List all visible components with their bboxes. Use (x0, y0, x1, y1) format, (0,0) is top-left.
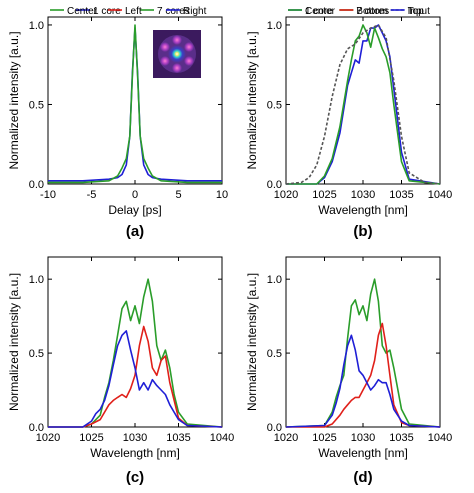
x-tick-label: 1040 (428, 432, 452, 444)
y-tick-label: 0.5 (267, 348, 282, 360)
panel-d: 1020 1025 1030 1035 1040 0.0 0.5 1.0 Wavelength … (245, 6, 452, 486)
x-tick-label: 1030 (123, 432, 147, 444)
x-axis-label: Wavelength [nm] (318, 203, 408, 217)
x-tick-label: -10 (40, 189, 56, 201)
y-axis-label: Normalized intensity [a.u.] (7, 31, 21, 169)
series-line-7-cores (286, 24, 441, 185)
series-line-center (48, 278, 223, 428)
legend-entry: 1 core (93, 6, 121, 17)
panel-b: 1020 1025 1030 1035 1040 0.0 0.5 1.0 Wavelength … (245, 6, 452, 240)
plot-frame (285, 256, 441, 428)
x-tick-label: 1035 (166, 432, 190, 444)
legend-entry: Right (183, 6, 207, 17)
x-tick-label: 5 (175, 189, 181, 201)
x-axis-label: Wavelength [nm] (90, 446, 180, 460)
series-line-left (48, 325, 223, 428)
x-tick-label: 1025 (312, 189, 336, 201)
legend-entry: 1 core (305, 6, 333, 17)
y-tick-label: 0.0 (29, 422, 44, 434)
x-tick-label: 1030 (351, 432, 375, 444)
series-line-center (285, 278, 441, 428)
y-axis-label: Normalized intensity [a.u.] (245, 31, 259, 169)
x-tick-label: 1040 (210, 432, 234, 444)
series-line-1-core (286, 24, 441, 185)
x-tick-label: 1020 (36, 432, 60, 444)
x-tick-label: 1020 (274, 189, 298, 201)
y-tick-label: 1.0 (29, 274, 44, 286)
x-tick-label: -5 (87, 189, 97, 201)
y-tick-label: 0.5 (29, 99, 44, 111)
panel-label: (a) (126, 223, 144, 240)
y-tick-label: 0.5 (29, 348, 44, 360)
legend-entry: Top (408, 6, 425, 17)
legend-entry: 7 cores (356, 6, 389, 17)
x-tick-label: 1040 (428, 189, 452, 201)
panel-a: -10 -5 0 5 10 0.0 0.5 1.0 Delay [ps] Normalized i… (7, 6, 228, 240)
y-tick-label: 1.0 (29, 20, 44, 32)
legend-entry: Bottom (356, 6, 388, 17)
x-axis-label: Wavelength [nm] (318, 446, 408, 460)
legend-entry: Center (67, 6, 98, 17)
y-tick-label: 0.5 (267, 99, 282, 111)
y-tick-label: 0.0 (267, 179, 282, 191)
y-tick-label: 1.0 (267, 274, 282, 286)
panel-label: (d) (353, 469, 372, 486)
panel-c: 1020 1025 1030 1035 1040 0.0 0.5 1.0 Wavelength … (7, 6, 234, 486)
y-tick-label: 0.0 (29, 179, 44, 191)
x-tick-label: 1020 (274, 432, 298, 444)
y-tick-label: 0.0 (267, 422, 282, 434)
x-tick-label: 0 (132, 189, 138, 201)
series-line-7-cores (48, 24, 222, 184)
y-tick-label: 1.0 (267, 20, 282, 32)
legend-entry: 7 cores (157, 6, 190, 17)
mode-profile-image (153, 30, 201, 78)
series-line-top (285, 334, 441, 428)
x-tick-label: 1035 (389, 189, 413, 201)
panel-label: (c) (126, 469, 144, 486)
legend-entry: Left (125, 6, 142, 17)
legend-entry: Input (408, 6, 430, 17)
plot-frame (47, 256, 223, 428)
x-axis-label: Delay [ps] (108, 203, 161, 217)
x-tick-label: 1035 (389, 432, 413, 444)
x-tick-label: 1030 (351, 189, 375, 201)
x-tick-label: 10 (216, 189, 228, 201)
x-tick-label: 1025 (79, 432, 103, 444)
y-axis-label: Normalized intensity [a.u.] (245, 273, 259, 411)
series-line-input (285, 24, 441, 185)
x-tick-label: 1025 (312, 432, 336, 444)
y-axis-label: Normalized intensity [a.u.] (7, 273, 21, 411)
panel-label: (b) (353, 223, 372, 240)
legend-entry: Center (305, 6, 336, 17)
series-line-right (48, 330, 223, 428)
